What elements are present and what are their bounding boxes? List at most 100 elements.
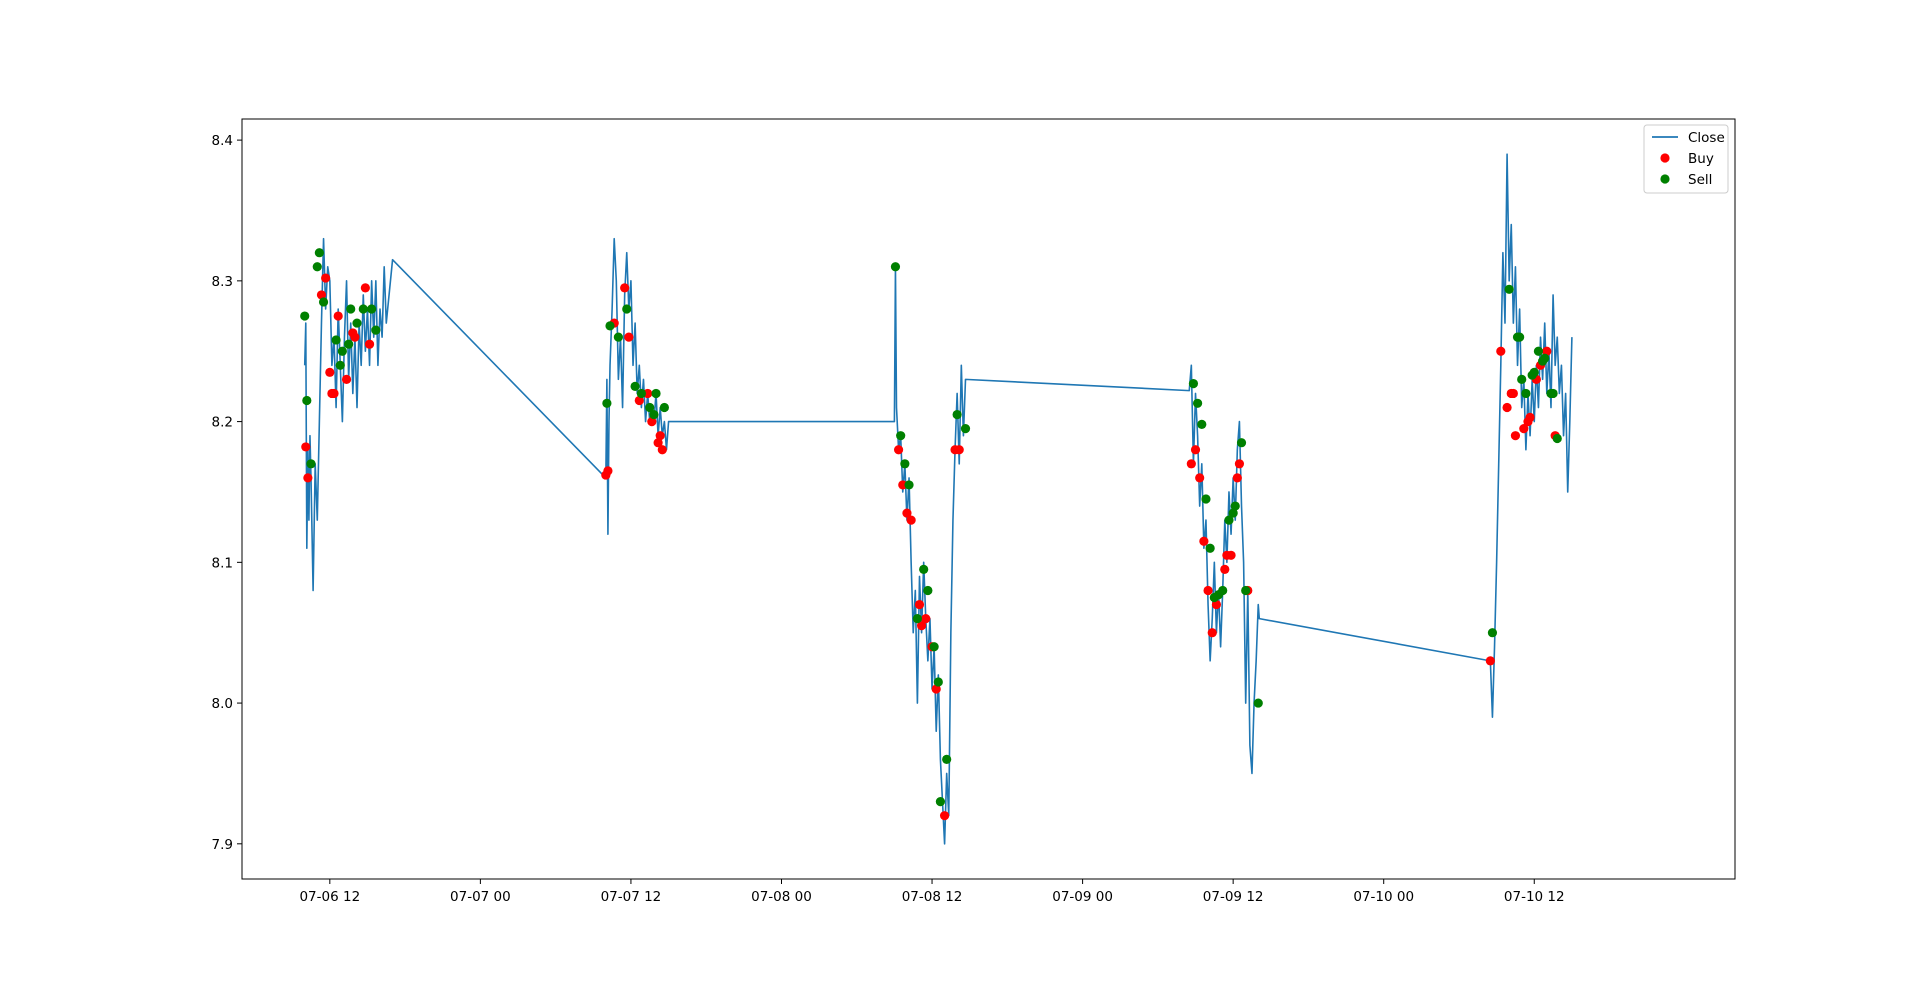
sell-point	[318, 297, 329, 307]
sell-point	[622, 304, 632, 314]
x-tick-label: 07-09 00	[1052, 889, 1113, 905]
buy-point	[954, 445, 964, 455]
buy-point	[1199, 536, 1209, 546]
sell-point	[358, 304, 368, 314]
buy-point	[364, 339, 375, 349]
sell-point	[1521, 388, 1531, 399]
sell-point	[613, 332, 623, 342]
sell-point	[1552, 433, 1562, 444]
sell-point	[352, 318, 362, 328]
sell-point	[1517, 374, 1527, 384]
sell-point	[923, 585, 933, 596]
sell-point	[1218, 585, 1228, 596]
legend-label-buy: Buy	[1688, 151, 1714, 167]
buy-point	[1508, 388, 1518, 399]
buy-point	[316, 290, 327, 300]
buy-point	[1542, 346, 1552, 356]
buy-point	[657, 445, 667, 455]
buy-point	[1195, 473, 1205, 483]
sell-point	[645, 402, 655, 413]
buy-point	[1519, 424, 1529, 434]
x-tick-label: 07-07 12	[601, 889, 662, 905]
buy-point	[916, 621, 927, 631]
buy-point	[329, 388, 339, 399]
sell-point	[1515, 332, 1525, 342]
buy-point	[653, 438, 663, 448]
buy-point	[360, 283, 370, 293]
buy-point	[634, 395, 644, 406]
buy-point	[921, 614, 931, 624]
buy-point	[350, 332, 360, 342]
buy-point	[333, 311, 343, 321]
buy-point	[902, 508, 912, 518]
buy-point	[620, 283, 630, 293]
buy-point	[624, 332, 634, 342]
buy-point	[1190, 445, 1201, 455]
x-tick-label: 07-10 12	[1504, 889, 1565, 905]
sell-point	[1224, 515, 1234, 525]
sell-point	[1230, 501, 1240, 511]
sell-point	[1533, 346, 1544, 356]
y-tick-label: 8.1	[212, 555, 233, 571]
buy-point	[914, 599, 925, 610]
sell-point	[335, 360, 345, 370]
sell-point	[651, 388, 661, 399]
sell-point	[952, 409, 962, 420]
buy-point	[939, 811, 950, 821]
sell-point	[1193, 398, 1203, 408]
sell-point	[1241, 585, 1251, 596]
plot-frame	[241, 118, 1736, 880]
x-tick-label: 07-06 12	[299, 889, 360, 905]
sell-point	[300, 311, 310, 321]
buy-point	[303, 473, 313, 483]
sell-point	[1188, 378, 1199, 389]
sell-point	[896, 431, 906, 441]
buy-point	[1496, 346, 1506, 356]
sell-point	[1228, 508, 1238, 518]
sell-point	[371, 325, 381, 335]
sell-point	[933, 677, 943, 687]
sell-point	[346, 304, 356, 314]
sell-point	[306, 459, 316, 469]
buy-point	[1502, 402, 1512, 413]
buy-point	[1207, 628, 1217, 638]
legend-label-sell: Sell	[1688, 172, 1712, 188]
sell-point	[900, 459, 910, 469]
buy-point	[341, 374, 352, 384]
buy-point	[1485, 656, 1495, 666]
legend-swatch-buy	[1660, 153, 1670, 163]
y-tick-label: 8.0	[212, 696, 233, 712]
buy-point	[1203, 585, 1213, 596]
sell-point	[367, 304, 377, 314]
sell-point	[314, 248, 324, 258]
buy-point	[893, 445, 904, 455]
buy-point	[1211, 599, 1222, 610]
legend-swatch-sell	[1660, 174, 1670, 184]
buy-point	[1220, 564, 1230, 574]
series-line-close	[303, 153, 1573, 845]
sell-point	[312, 262, 322, 272]
buy-point	[647, 416, 657, 427]
sell-point	[1487, 628, 1498, 638]
sell-point	[649, 409, 659, 420]
x-tick-label: 07-10 00	[1353, 889, 1414, 905]
buy-point	[1232, 473, 1242, 483]
legend-label-close: Close	[1688, 130, 1725, 146]
sell-point	[337, 346, 347, 356]
sell-point	[929, 642, 939, 652]
sell-point	[1253, 698, 1263, 708]
x-tick-label: 07-09 12	[1203, 889, 1264, 905]
sell-point	[1205, 543, 1215, 553]
sell-point	[890, 262, 901, 272]
y-tick-label: 8.2	[212, 415, 233, 431]
sell-point	[904, 480, 914, 490]
buy-point	[1186, 459, 1196, 469]
sell-point	[1201, 494, 1211, 504]
sell-point	[960, 424, 971, 434]
sell-point	[935, 796, 946, 807]
buy-point	[931, 684, 941, 694]
buy-point	[603, 466, 613, 476]
buy-point	[1234, 459, 1245, 469]
sell-point	[636, 388, 646, 399]
